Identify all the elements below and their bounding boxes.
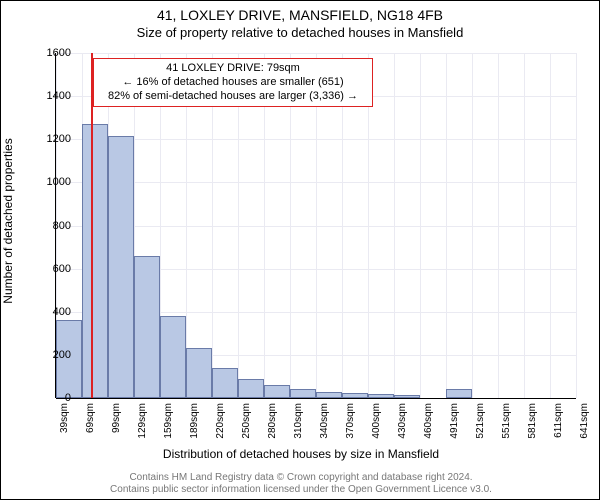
x-tick-label: 521sqm [475,403,486,439]
histogram-bar [290,389,316,398]
histogram-bar [134,256,160,398]
subtitle-line: Size of property relative to detached ho… [1,25,599,40]
x-axis [56,398,576,399]
x-tick-label: 340sqm [319,403,330,439]
gridline-v [472,53,473,398]
y-tick-label: 1200 [31,133,71,145]
callout-box: 41 LOXLEY DRIVE: 79sqm ← 16% of detached… [93,58,373,107]
histogram-bar [160,316,186,398]
x-tick-label: 310sqm [293,403,304,439]
gridline-v [446,53,447,398]
x-tick-label: 250sqm [241,403,252,439]
x-tick-label: 430sqm [397,403,408,439]
gridline-v [550,53,551,398]
footer-line2: Contains public sector information licen… [1,484,600,496]
y-axis-label: Number of detached properties [1,138,15,303]
callout-line1: 41 LOXLEY DRIVE: 79sqm [100,62,366,76]
histogram-bar [446,389,472,398]
gridline-v [420,53,421,398]
gridline-v [576,53,577,398]
y-tick-label: 1600 [31,47,71,59]
x-tick-label: 551sqm [501,403,512,439]
histogram-bar [238,379,264,398]
x-tick-label: 39sqm [59,403,70,433]
x-tick-label: 129sqm [137,403,148,439]
callout-line3: 82% of semi-detached houses are larger (… [100,90,366,104]
x-tick-label: 280sqm [267,403,278,439]
histogram-bar [212,368,238,398]
x-tick-label: 370sqm [345,403,356,439]
y-tick-label: 400 [31,306,71,318]
histogram-bar [108,136,134,398]
y-tick-label: 200 [31,349,71,361]
gridline-v [524,53,525,398]
x-axis-label: Distribution of detached houses by size … [1,447,600,461]
x-tick-label: 641sqm [579,403,590,439]
x-tick-label: 99sqm [111,403,122,433]
chart-container: 41, LOXLEY DRIVE, MANSFIELD, NG18 4FB Si… [0,0,600,500]
x-tick-label: 460sqm [423,403,434,439]
y-tick-label: 600 [31,263,71,275]
address-line: 41, LOXLEY DRIVE, MANSFIELD, NG18 4FB [1,7,599,23]
x-tick-label: 491sqm [449,403,460,439]
footer-line1: Contains HM Land Registry data © Crown c… [1,472,600,484]
x-tick-label: 400sqm [371,403,382,439]
x-tick-label: 189sqm [189,403,200,439]
y-tick-label: 1400 [31,90,71,102]
x-tick-label: 581sqm [527,403,538,439]
y-tick-label: 800 [31,220,71,232]
histogram-bar [186,348,212,398]
x-tick-label: 159sqm [163,403,174,439]
y-tick-label: 1000 [31,176,71,188]
callout-line2: ← 16% of detached houses are smaller (65… [100,76,366,90]
footer: Contains HM Land Registry data © Crown c… [1,472,600,496]
histogram-bar [82,124,108,398]
gridline-v [394,53,395,398]
title-block: 41, LOXLEY DRIVE, MANSFIELD, NG18 4FB Si… [1,1,599,40]
x-tick-label: 220sqm [215,403,226,439]
gridline-v [498,53,499,398]
x-tick-label: 611sqm [553,403,564,438]
histogram-bar [264,385,290,398]
x-tick-label: 69sqm [85,403,96,433]
chart-area: 41 LOXLEY DRIVE: 79sqm ← 16% of detached… [56,53,576,398]
